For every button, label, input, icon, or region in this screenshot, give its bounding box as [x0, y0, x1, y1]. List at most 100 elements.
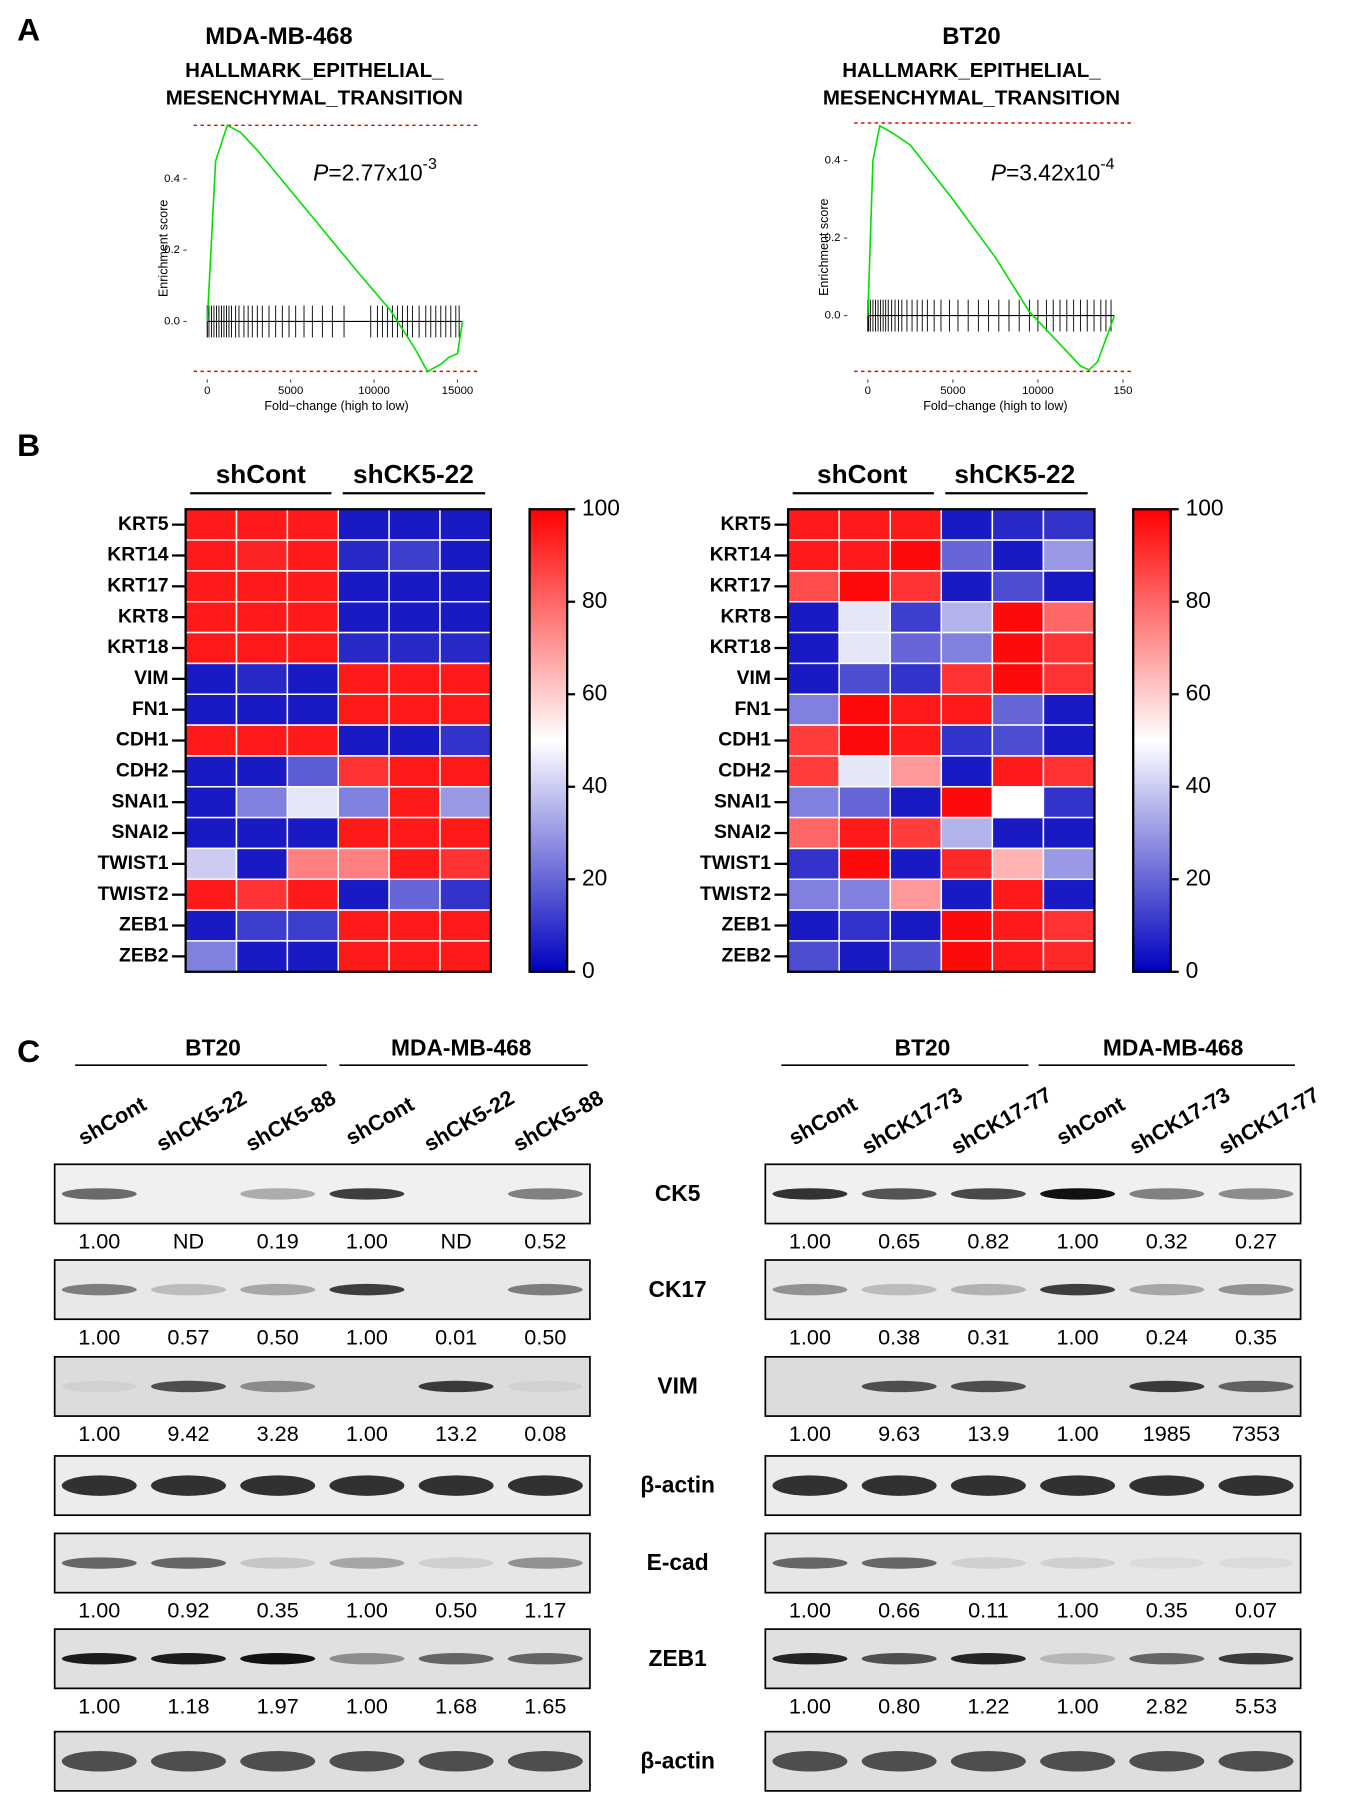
- quant-value: 0.50: [524, 1324, 566, 1349]
- heatmap-cell: [235, 508, 289, 541]
- p-value: P=3.42x10-4: [991, 156, 1115, 185]
- row-label: CDH2: [718, 759, 771, 781]
- band: [151, 1751, 226, 1772]
- heatmap-cell: [235, 847, 289, 881]
- row-label: SNAI1: [112, 790, 169, 812]
- band: [240, 1557, 316, 1569]
- quant-value: 1.00: [1057, 1598, 1099, 1623]
- lane-label: shCK17-77: [1214, 1082, 1323, 1160]
- x-tick-label: 5000: [940, 385, 965, 397]
- heatmap-cell: [337, 570, 390, 603]
- band: [507, 1283, 583, 1296]
- heatmap-cell: [235, 539, 289, 572]
- heatmap-cell: [1042, 847, 1096, 881]
- heatmap-cell: [991, 693, 1045, 726]
- colorbar: [528, 508, 569, 973]
- heatmap-cell: [235, 601, 289, 634]
- lane-label: shCK17-73: [857, 1082, 966, 1160]
- heatmap-cell: [235, 786, 289, 819]
- heatmap-cell: [439, 847, 492, 881]
- band: [61, 1653, 137, 1665]
- quant-value: 0.35: [1146, 1598, 1188, 1623]
- row-label: KRT17: [710, 574, 771, 596]
- heatmap-cell: [940, 601, 994, 634]
- band: [507, 1751, 583, 1772]
- p-symbol: P: [313, 159, 329, 185]
- heatmap-cell: [991, 786, 1045, 819]
- heatmap-cell: [889, 693, 943, 726]
- quant-value: 7353: [1232, 1421, 1280, 1446]
- heatmap-cell: [337, 878, 390, 911]
- heatmap-cell: [286, 631, 339, 665]
- y-tick-label: 0.2: [825, 232, 841, 244]
- heatmap-cell: [235, 570, 289, 603]
- heatmap-cell: [184, 940, 238, 973]
- es-curve: [867, 124, 1116, 371]
- band: [1040, 1653, 1116, 1665]
- quant-value: ND: [173, 1229, 204, 1254]
- quant-value: ND: [441, 1229, 472, 1254]
- heatmap-cell: [388, 878, 441, 911]
- panel-label: B: [17, 427, 40, 463]
- quant-value: 0.19: [257, 1229, 299, 1254]
- band: [950, 1188, 1026, 1200]
- heatmap-cell: [991, 755, 1045, 788]
- quant-value: 1.00: [78, 1324, 120, 1349]
- heatmap-frame: [184, 508, 492, 973]
- heatmap-cell: [286, 601, 339, 634]
- heatmap-cell: [184, 693, 238, 726]
- plot-title: MDA-MB-468: [205, 23, 352, 50]
- band: [950, 1751, 1026, 1772]
- band: [772, 1751, 848, 1772]
- heatmap-cell: [838, 816, 891, 850]
- band: [329, 1188, 405, 1200]
- quant-value: 0.11: [968, 1598, 1008, 1623]
- band: [61, 1475, 137, 1496]
- heatmap-cell: [388, 693, 441, 726]
- heatmap-cell: [991, 508, 1045, 541]
- colorbar-tick-label: 40: [1186, 772, 1211, 798]
- heatmap-cell: [439, 816, 492, 850]
- band: [418, 1751, 494, 1772]
- heatmap-cell: [889, 631, 943, 665]
- heatmap-cell: [787, 909, 840, 942]
- heatmap-cell: [889, 940, 943, 973]
- group-label: shCK5-22: [954, 459, 1075, 489]
- heatmap-cell: [235, 693, 289, 726]
- heatmap-cell: [439, 570, 492, 603]
- blot-row-label: β-actin: [640, 1472, 715, 1498]
- band: [1218, 1380, 1294, 1393]
- lane-label: shCont: [74, 1091, 151, 1150]
- quant-value: 1.00: [346, 1598, 388, 1623]
- band: [329, 1653, 405, 1665]
- quant-value: 0.80: [878, 1693, 920, 1718]
- quant-value: 13.9: [967, 1421, 1009, 1446]
- heatmap-cell: [184, 909, 238, 942]
- heatmap-cell: [838, 786, 891, 819]
- heatmap-cell: [889, 909, 943, 942]
- heatmap-cell: [388, 909, 441, 942]
- quant-value: 9.63: [878, 1421, 920, 1446]
- heatmap-cell: [286, 570, 339, 603]
- lane-label: shCK5-22: [152, 1085, 251, 1157]
- x-axis-label: Fold−change (high to low): [264, 399, 408, 413]
- plot-title: BT20: [942, 23, 1000, 50]
- band: [1218, 1751, 1294, 1772]
- band: [507, 1557, 583, 1569]
- heatmap-cell: [889, 724, 943, 757]
- heatmap-cell: [787, 508, 840, 541]
- heatmap-cell: [991, 631, 1045, 665]
- heatmap-cell: [787, 570, 840, 603]
- p-text: =3.42x10: [1006, 159, 1100, 185]
- quant-value: 0.50: [435, 1598, 477, 1623]
- heatmap-cell: [940, 755, 994, 788]
- band: [1129, 1283, 1205, 1296]
- colorbar-tick-label: 100: [1186, 494, 1224, 520]
- heatmap-cell: [235, 940, 289, 973]
- heatmap-cell: [286, 662, 339, 695]
- colorbar-tick-label: 40: [582, 772, 607, 798]
- heatmap-cell: [1042, 631, 1096, 665]
- quant-value: 0.27: [1235, 1229, 1277, 1254]
- band: [950, 1475, 1026, 1496]
- band: [1129, 1380, 1205, 1393]
